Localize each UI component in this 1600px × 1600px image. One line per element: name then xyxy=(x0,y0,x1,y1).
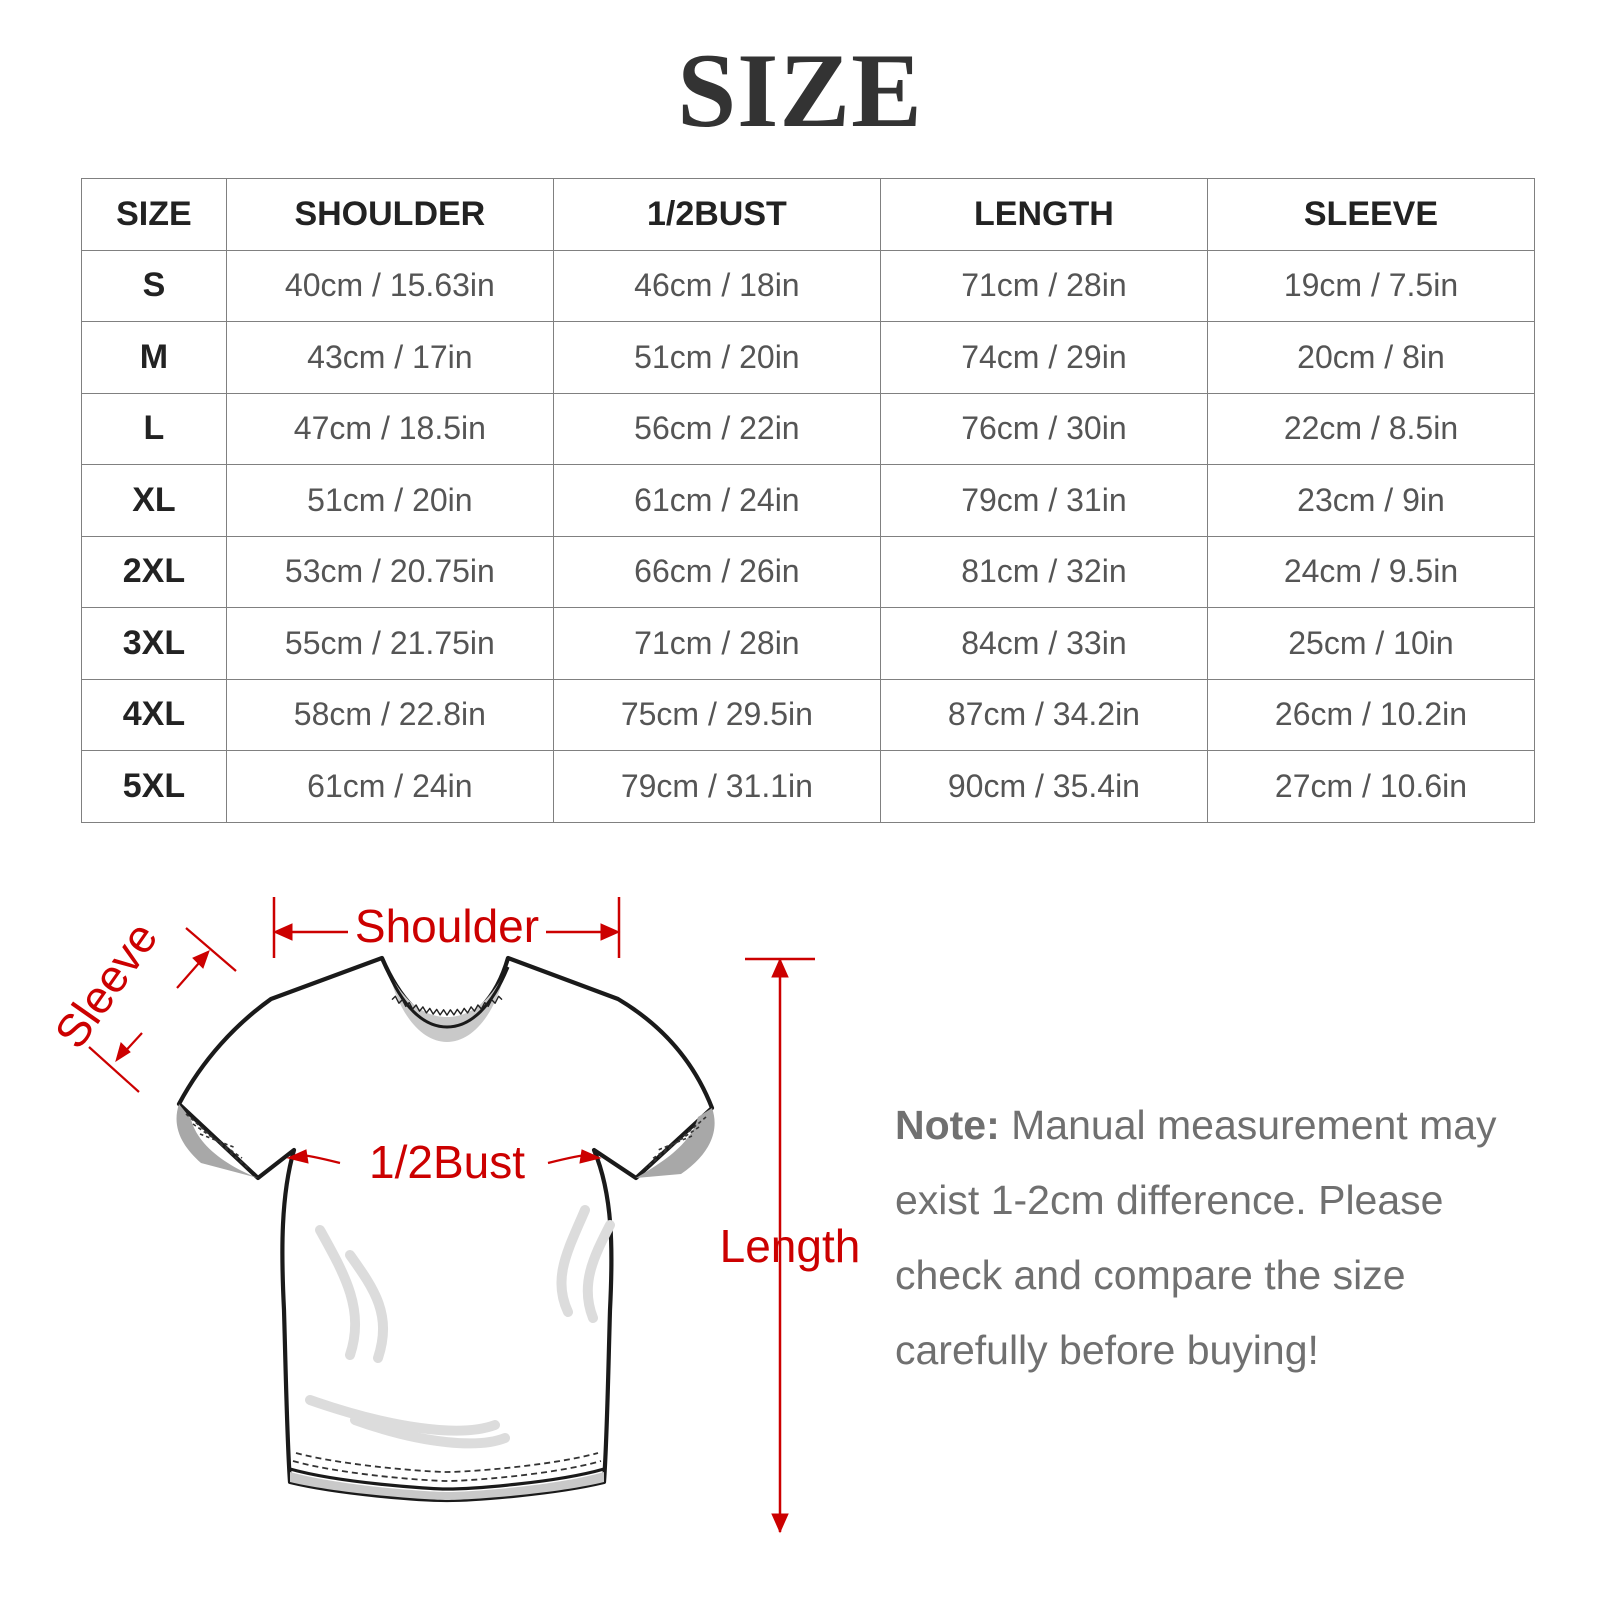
svg-text:Length: Length xyxy=(720,1220,861,1272)
svg-text:1/2Bust: 1/2Bust xyxy=(369,1136,525,1188)
svg-text:Sleeve: Sleeve xyxy=(44,912,167,1057)
svg-text:Shoulder: Shoulder xyxy=(355,900,539,952)
